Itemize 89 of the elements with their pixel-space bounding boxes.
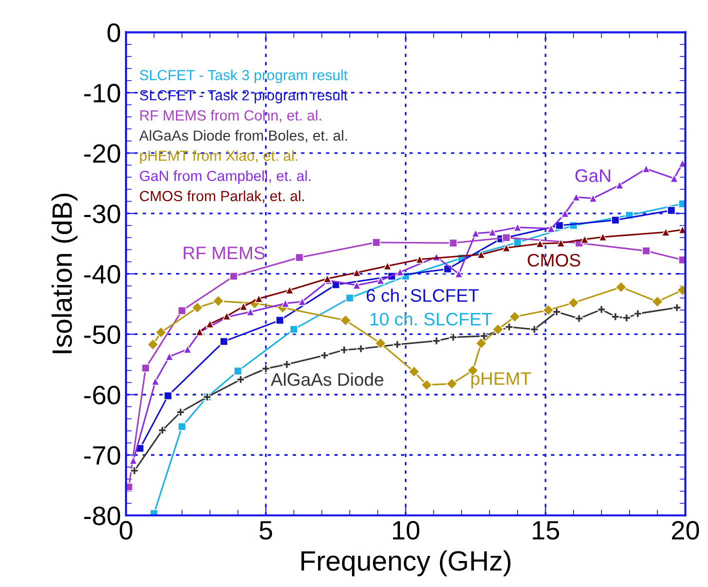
y-tick-label: -10 (84, 84, 120, 102)
point (634, 309, 642, 318)
point (356, 344, 366, 353)
annotation: 6 ch. SLCFET (366, 288, 479, 302)
text: RF MEMS from Cohn, et. al. (140, 110, 321, 122)
point (346, 294, 354, 302)
point (530, 325, 539, 334)
point (176, 408, 185, 416)
y-axis-title: Isolation (dB) (52, 194, 78, 354)
point (667, 206, 676, 215)
point (475, 337, 488, 350)
point (276, 316, 284, 325)
point (597, 305, 606, 314)
point (262, 364, 270, 373)
point (352, 281, 361, 290)
point (141, 364, 150, 372)
y-tick-label: -20 (84, 144, 120, 163)
annotation: RF MEMS (184, 246, 265, 260)
point (178, 306, 186, 315)
y-tick-label: -70 (84, 446, 120, 465)
point (130, 466, 139, 475)
point (652, 296, 664, 308)
point (672, 303, 682, 312)
point (212, 295, 224, 307)
point (129, 456, 138, 465)
point (295, 253, 304, 262)
point (552, 308, 561, 316)
point (239, 302, 248, 311)
annotation: GaN (575, 169, 610, 182)
point (448, 238, 458, 248)
point (158, 426, 167, 434)
point (615, 281, 627, 293)
point (340, 314, 352, 326)
x-tick-label: 5 (260, 521, 272, 540)
point (611, 216, 620, 224)
point (164, 392, 172, 400)
point (448, 333, 458, 342)
annotation: AlGaAs Diode (270, 372, 384, 386)
x-tick-label: 20 (672, 520, 699, 540)
text: CMOS from Parlak, et. al. (140, 190, 304, 203)
point (492, 324, 504, 336)
text: pHEMT from Xiao, et. al. (140, 150, 298, 164)
text: AlGaAs Diode from Boles, et. al. (139, 130, 347, 142)
point (432, 336, 441, 346)
point (372, 238, 381, 247)
point (568, 297, 580, 309)
point (236, 375, 245, 384)
x-tick-label: 0 (120, 520, 132, 540)
point (290, 325, 298, 334)
point (178, 422, 186, 431)
y-tick-label: 0 (108, 23, 120, 42)
point (393, 340, 402, 349)
point (282, 360, 292, 369)
text: SLCFET - Task 2 program result (140, 90, 348, 104)
y-tick-label: -80 (84, 506, 120, 526)
point (642, 164, 650, 173)
annotation: pHEMT (471, 372, 531, 389)
y-tick-label: -50 (84, 325, 120, 344)
point (374, 337, 386, 350)
point (340, 346, 348, 354)
point (611, 312, 620, 321)
annotation: CMOS (528, 254, 580, 267)
point (502, 233, 511, 242)
point (574, 314, 584, 323)
point (192, 302, 204, 314)
text: SLCFET - Task 3 program result (140, 70, 348, 84)
point (508, 310, 521, 323)
y-tick-label: -30 (84, 204, 120, 224)
point (234, 366, 242, 376)
point (504, 322, 514, 332)
x-axis-title: Frequency (GHz) (301, 550, 510, 576)
y-tick-label: -40 (84, 264, 120, 284)
x-tick-label: 15 (532, 521, 560, 540)
point (408, 366, 420, 378)
point (376, 276, 385, 285)
point (446, 378, 458, 390)
y-tick-label: -60 (84, 386, 120, 404)
x-tick-label: 10 (393, 520, 420, 540)
point (220, 337, 228, 346)
point (229, 272, 238, 280)
point (542, 304, 554, 316)
point (155, 326, 167, 338)
point (147, 338, 159, 350)
point (420, 379, 432, 391)
annotation: 10 ch. SLCFET (370, 312, 492, 326)
point (642, 246, 650, 256)
point (622, 314, 631, 322)
point (320, 351, 329, 360)
text: GaN from Campbell, et. al. (140, 170, 310, 184)
